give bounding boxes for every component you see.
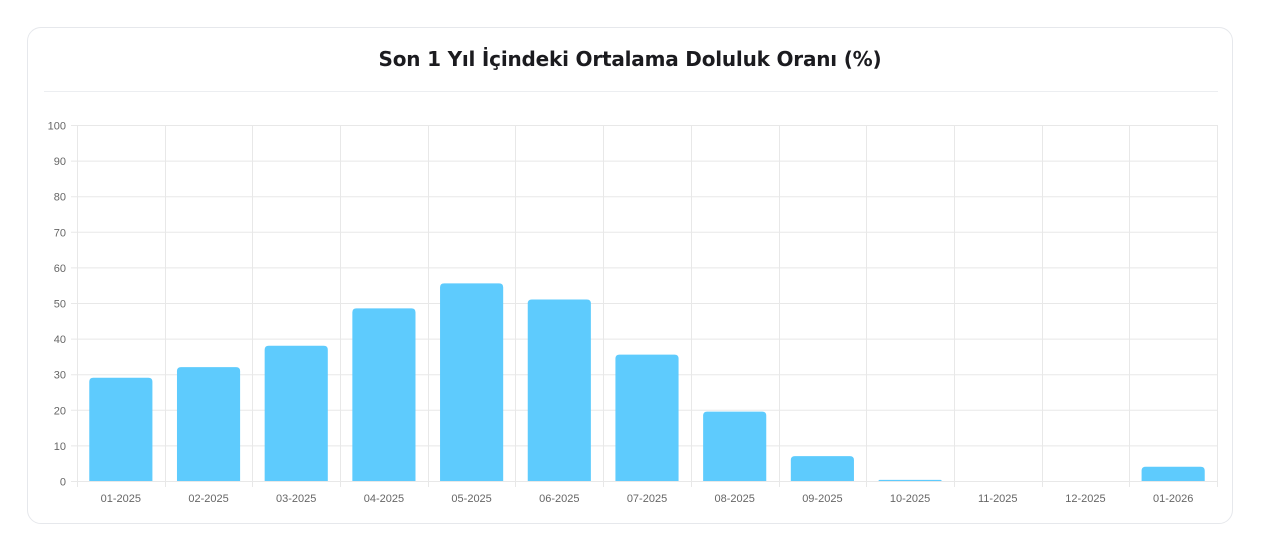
y-axis-ticks: 0 10 20 30 40 50 60 70 80 90 100 [48,121,66,489]
x-tick-label: 03-2025 [276,493,316,505]
x-tick-label: 01-2026 [1153,493,1193,505]
y-tick-label: 100 [48,121,66,133]
chart-title: Son 1 Yıl İçindeki Ortalama Doluluk Oran… [378,47,882,71]
y-tick-label: 50 [54,299,66,311]
y-tick-label: 60 [54,263,66,275]
x-tick-label: 11-2025 [978,493,1018,505]
y-tick-label: 90 [54,156,66,168]
x-tick-label: 10-2025 [890,493,930,505]
bar-05-2025[interactable] [440,283,504,481]
x-tick-label: 05-2025 [451,493,491,505]
x-tick-label: 02-2025 [188,493,228,505]
y-tick-label: 30 [54,370,66,382]
bar-10-2025[interactable] [878,479,942,481]
x-tick-label: 12-2025 [1065,493,1105,505]
y-tick-label: 80 [54,192,66,204]
x-tick-label: 08-2025 [715,493,755,505]
bar-02-2025[interactable] [176,367,241,481]
bar-01-2025[interactable] [89,377,153,481]
bars [89,283,1205,481]
x-tick-label: 01-2025 [101,493,141,505]
y-tick-label: 70 [54,227,66,239]
x-tick-label: 07-2025 [627,493,667,505]
y-tick-label: 10 [54,441,66,453]
y-tick-label: 0 [60,477,66,489]
bar-03-2025[interactable] [264,345,328,481]
x-tick-label: 09-2025 [802,493,842,505]
bar-01-2026[interactable] [1141,466,1205,481]
bar-09-2025[interactable] [790,456,854,481]
bar-04-2025[interactable] [352,308,416,481]
y-tick-label: 20 [54,405,66,417]
bar-06-2025[interactable] [527,299,591,481]
bar-08-2025[interactable] [703,411,767,481]
x-tick-label: 04-2025 [364,493,404,505]
bar-07-2025[interactable] [615,354,679,481]
title-divider [44,91,1218,92]
y-tick-label: 40 [54,334,66,346]
x-tick-label: 06-2025 [539,493,579,505]
x-axis-ticks: 01-2025 02-2025 03-2025 04-2025 05-2025 06-20… [101,493,1194,505]
